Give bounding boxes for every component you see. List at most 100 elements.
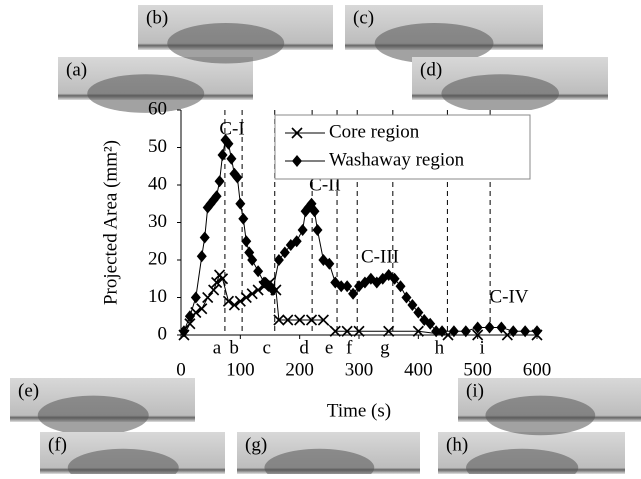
x-tick-label: 300 (345, 359, 374, 380)
marker (279, 246, 290, 259)
marker (324, 257, 335, 270)
marker (425, 317, 436, 330)
x-tick-label: 600 (523, 359, 552, 380)
event-label: c (263, 337, 271, 358)
panel-label: (c) (353, 7, 374, 28)
event-label: i (479, 337, 484, 358)
y-tick-label: 50 (148, 136, 167, 157)
marker (232, 171, 243, 184)
event-label: d (299, 337, 309, 358)
y-tick-label: 10 (148, 286, 167, 307)
marker (448, 325, 459, 338)
annotation: C-II (309, 174, 341, 195)
y-tick-label: 0 (158, 323, 168, 344)
marker (353, 325, 365, 337)
event-label: g (380, 337, 390, 358)
panel-label: (a) (66, 59, 87, 80)
marker (291, 127, 303, 139)
event-label: e (325, 337, 333, 358)
marker (196, 303, 208, 315)
marker (273, 254, 284, 266)
marker (240, 291, 252, 304)
droplet (441, 74, 559, 113)
droplet (37, 395, 149, 436)
y-axis-title: Projected Area (mm²) (100, 140, 121, 305)
legend-box (274, 114, 531, 180)
marker (342, 280, 353, 293)
droplet (466, 448, 579, 479)
marker (329, 325, 341, 337)
marker (246, 288, 258, 300)
annotation: C-IV (489, 286, 528, 307)
marker (184, 318, 196, 330)
marker (211, 276, 223, 289)
marker (208, 284, 220, 296)
event-label: f (346, 337, 353, 358)
annotation: C-III (361, 246, 399, 267)
x-tick-label: 0 (176, 359, 186, 380)
droplet (264, 448, 375, 479)
event-label: h (435, 337, 445, 358)
x-tick-label: 400 (404, 359, 433, 380)
legend-label: Washaway region (329, 149, 465, 170)
marker (228, 299, 240, 311)
marker (273, 314, 285, 326)
droplet (67, 448, 179, 479)
marker (211, 190, 222, 203)
marker (217, 149, 228, 161)
marker (431, 325, 442, 338)
y-tick-label: 60 (148, 98, 167, 119)
marker (247, 254, 258, 266)
marker (348, 287, 359, 300)
marker (389, 272, 400, 285)
marker (190, 291, 201, 304)
marker (317, 314, 329, 326)
event-label: a (213, 337, 222, 358)
marker (407, 299, 418, 311)
marker (312, 224, 323, 236)
marker (199, 231, 210, 244)
marker (291, 235, 302, 248)
marker (413, 306, 424, 319)
x-tick-label: 500 (463, 359, 492, 380)
marker (309, 205, 320, 218)
x-tick-label: 100 (226, 359, 255, 380)
x-tick-label: 200 (285, 359, 314, 380)
marker (222, 295, 235, 307)
y-tick-label: 30 (148, 211, 167, 232)
marker (437, 325, 448, 338)
marker (267, 284, 278, 296)
panel-label: (b) (146, 7, 168, 28)
droplet (485, 395, 596, 436)
droplet (167, 23, 285, 64)
marker (226, 152, 237, 165)
marker (460, 325, 471, 338)
marker (294, 314, 306, 326)
marker (412, 325, 424, 337)
marker (383, 325, 395, 337)
y-tick-label: 40 (148, 173, 167, 194)
annotation: C-I (219, 118, 244, 139)
marker (472, 329, 484, 341)
marker (235, 197, 246, 210)
panel-label: (f) (48, 434, 67, 455)
marker (292, 155, 302, 167)
marker (238, 212, 249, 225)
panel-label: (g) (245, 434, 267, 455)
marker (484, 321, 495, 334)
panel-label: (h) (446, 434, 468, 455)
y-tick-label: 20 (148, 248, 167, 269)
marker (252, 284, 264, 296)
marker (282, 314, 294, 326)
marker (297, 224, 308, 236)
marker (223, 137, 234, 150)
marker (241, 235, 252, 248)
marker (401, 291, 412, 304)
marker (253, 265, 264, 278)
droplet (374, 23, 494, 64)
marker (178, 325, 189, 338)
marker (395, 280, 406, 293)
marker (496, 321, 507, 334)
marker (532, 325, 542, 338)
